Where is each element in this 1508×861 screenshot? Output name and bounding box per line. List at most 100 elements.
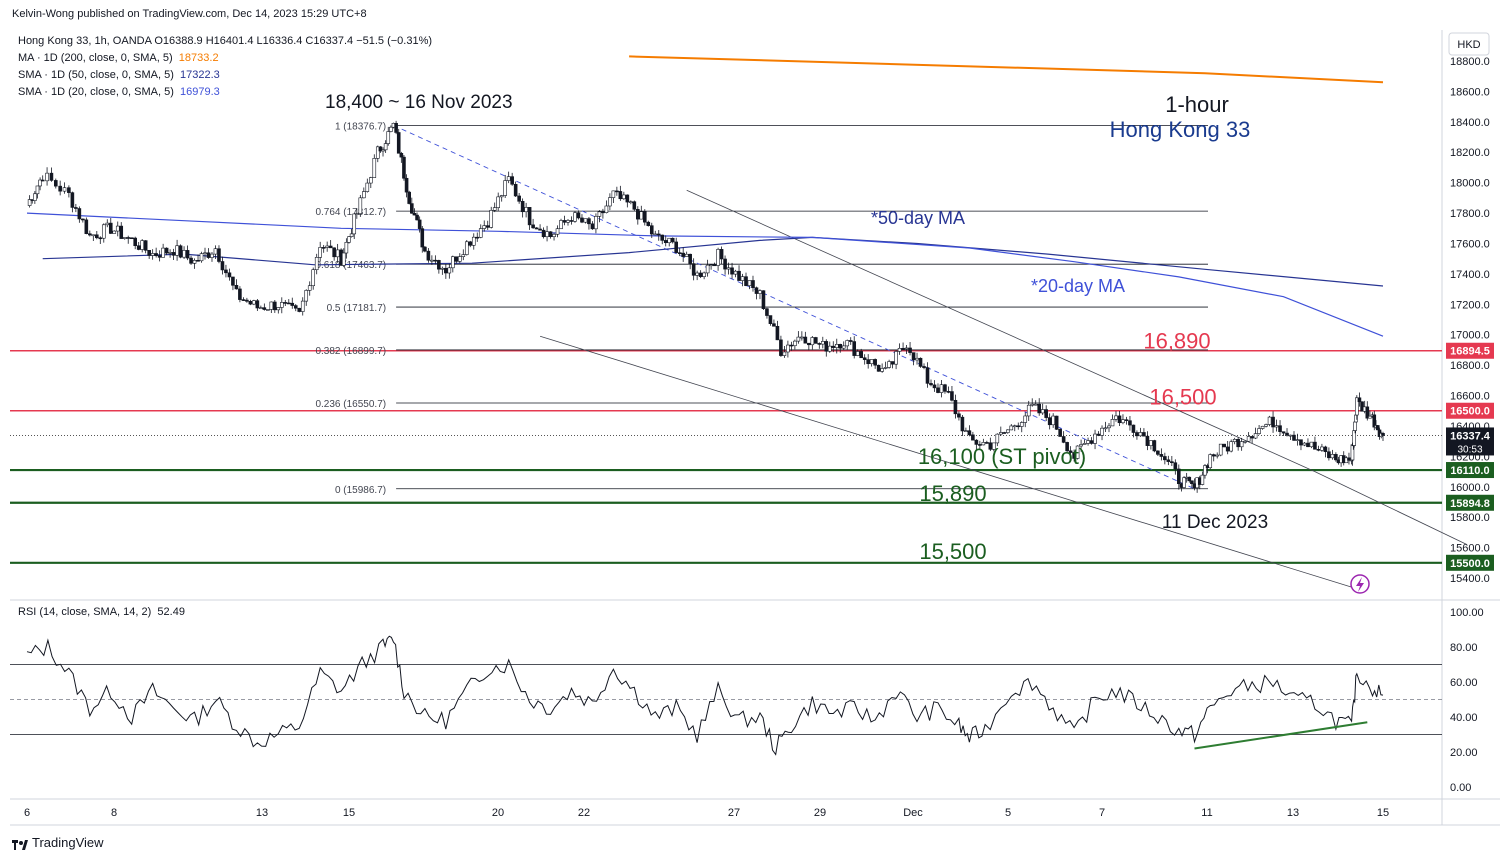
- candle-body: [231, 276, 235, 286]
- candle-body: [255, 300, 260, 309]
- candle-body: [368, 177, 373, 184]
- candle-body: [396, 132, 401, 154]
- candle-body: [1166, 459, 1171, 462]
- candle-body: [496, 196, 500, 208]
- candle-body: [217, 248, 221, 262]
- candle-body: [691, 263, 696, 276]
- candle-body: [789, 344, 794, 347]
- candle-body: [140, 240, 144, 250]
- candle-body: [698, 272, 703, 277]
- candle-body: [1295, 439, 1300, 441]
- candle-body: [890, 361, 895, 365]
- candle-body: [615, 190, 619, 193]
- candle-body: [936, 387, 940, 393]
- candle-body: [1170, 461, 1174, 464]
- candle-body: [1068, 450, 1073, 453]
- candle-body: [362, 191, 366, 199]
- candle-body: [793, 340, 797, 347]
- candle-body: [206, 252, 211, 258]
- fib-level-label: 0 (15986.7): [335, 485, 386, 496]
- candle-body: [1274, 425, 1279, 428]
- tradingview-logo-icon: [12, 838, 28, 850]
- candle-body: [1218, 443, 1223, 456]
- candle-body: [820, 341, 825, 345]
- candle-body: [185, 250, 190, 259]
- candle-body: [960, 416, 965, 432]
- candle-body: [1089, 440, 1094, 444]
- candle-body: [587, 218, 591, 225]
- axis-tag-15894: 15894.8: [1450, 498, 1490, 510]
- candle-body: [583, 218, 588, 223]
- channel-lower-line: [539, 335, 1352, 588]
- candle-body: [314, 257, 319, 271]
- candle-body: [625, 194, 630, 203]
- candle-body: [688, 253, 692, 264]
- rsi-legend-label: RSI (14, close, SMA, 14, 2): [18, 606, 152, 618]
- candle-body: [171, 252, 176, 256]
- candle-body: [492, 207, 497, 211]
- candle-body: [705, 264, 710, 274]
- candle-body: [1250, 436, 1254, 439]
- candle-body: [1236, 439, 1240, 448]
- candle-body: [178, 245, 183, 258]
- time-tick-label: 29: [814, 807, 826, 819]
- candle-body: [1365, 406, 1370, 419]
- candle-body: [702, 272, 706, 277]
- axis-tag-16110-bg: [1446, 462, 1494, 479]
- candle-body: [154, 253, 158, 256]
- price-tick-label: 15400.0: [1450, 573, 1490, 585]
- candle-body: [663, 240, 668, 244]
- candle-body: [40, 179, 45, 182]
- rsi-tick-label: 0.00: [1450, 782, 1471, 794]
- candle-body: [737, 270, 741, 281]
- candle-body: [594, 215, 598, 230]
- candle-body: [527, 207, 532, 226]
- candle-body: [91, 234, 96, 237]
- candle-body: [344, 241, 349, 254]
- candle-body: [1135, 432, 1139, 437]
- candle-body: [283, 302, 288, 304]
- high-annotation: 18,400 ~ 16 Nov 2023: [325, 92, 513, 113]
- candle-body: [1182, 477, 1186, 488]
- candle-body: [943, 384, 947, 392]
- candle-body: [175, 245, 179, 256]
- publisher-line: Kelvin-Wong published on TradingView.com…: [12, 8, 367, 20]
- candle-body: [670, 237, 675, 243]
- candle-body: [684, 253, 689, 257]
- candle-body: [440, 267, 445, 270]
- candle-body: [273, 301, 277, 311]
- candle-body: [1243, 440, 1247, 443]
- candle-body: [1128, 420, 1132, 426]
- time-tick-label: 22: [578, 807, 590, 819]
- candle-body: [1309, 441, 1314, 448]
- candle-body: [1271, 416, 1275, 428]
- tradingview-brand[interactable]: TradingView: [12, 835, 104, 850]
- candle-body: [74, 207, 78, 209]
- time-tick-label: 27: [728, 807, 740, 819]
- candle-body: [62, 187, 67, 192]
- candle-body: [1200, 474, 1205, 485]
- candle-body: [112, 230, 117, 234]
- candle-body: [136, 245, 141, 250]
- currency-box: [1448, 32, 1490, 56]
- candle-body: [562, 220, 567, 223]
- candle-body: [415, 214, 419, 221]
- candle-body: [768, 315, 773, 324]
- candle-body: [355, 213, 359, 215]
- candle-body: [389, 126, 393, 132]
- price-tick-label: 15800.0: [1450, 512, 1490, 524]
- candle-body: [182, 250, 186, 258]
- candle-body: [224, 269, 228, 274]
- candle-body: [262, 307, 267, 310]
- time-tick-label: 15: [1377, 807, 1389, 819]
- candle-body: [499, 195, 504, 198]
- candle-body: [304, 290, 309, 302]
- candle-body: [827, 345, 832, 352]
- candle-body: [716, 249, 720, 266]
- candle-body: [904, 347, 909, 350]
- candle-body: [695, 272, 699, 276]
- axis-tag-16894: 16894.5: [1450, 346, 1490, 358]
- candle-body: [77, 208, 82, 220]
- candle-body: [883, 367, 888, 369]
